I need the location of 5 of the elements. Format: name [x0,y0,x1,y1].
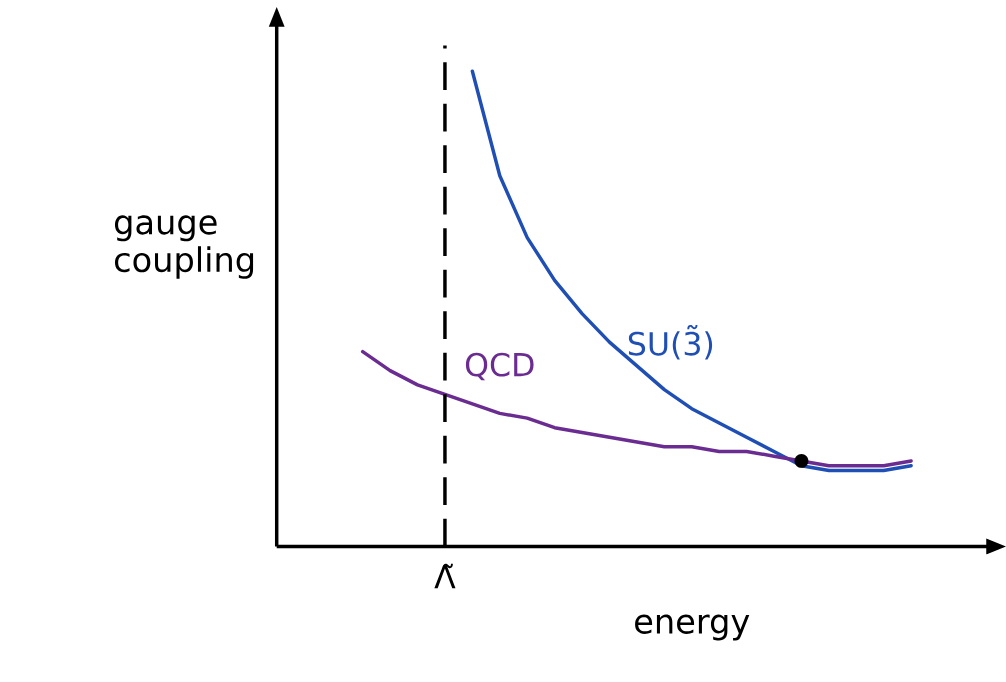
series-label: SU(3̃) [628,324,713,360]
y-axis-title: gauge coupling [114,215,254,279]
text: Λ̃ [434,563,456,589]
x-axis-title: energy [635,614,750,641]
series-label: QCD [465,352,534,381]
